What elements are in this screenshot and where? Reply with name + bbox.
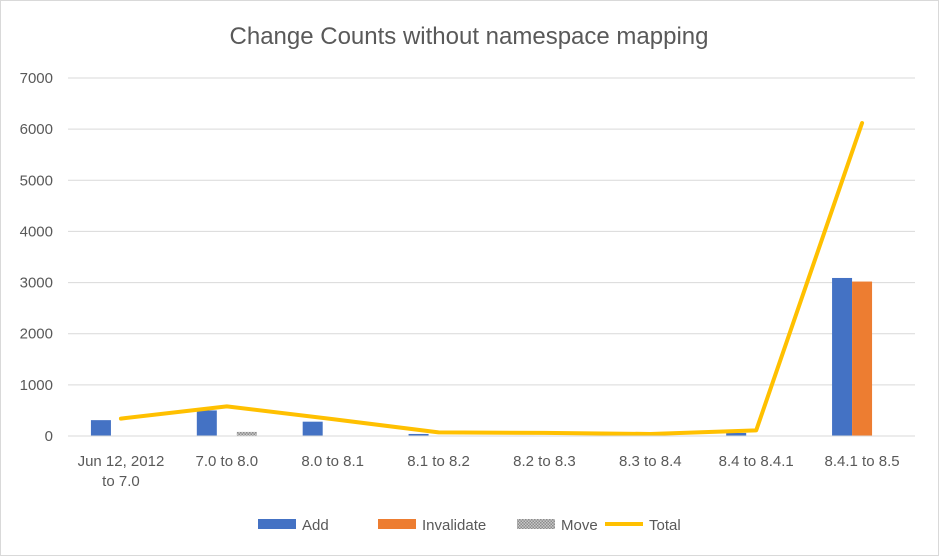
legend-label: Add bbox=[302, 517, 329, 534]
bar-add-3 bbox=[408, 433, 429, 436]
y-tick-label: 5000 bbox=[20, 172, 53, 189]
legend-label: Move bbox=[561, 517, 598, 534]
legend-label: Invalidate bbox=[422, 517, 486, 534]
legend-label: Total bbox=[649, 517, 681, 534]
line-total bbox=[118, 121, 865, 436]
x-tick-label-line: 8.4 to 8.4.1 bbox=[719, 453, 794, 470]
x-tick-label-line: 8.4.1 to 8.5 bbox=[825, 453, 900, 470]
y-tick-label: 0 bbox=[45, 428, 53, 445]
x-tick-label-line: 8.1 to 8.2 bbox=[407, 453, 470, 470]
bar-invalidate-7 bbox=[852, 281, 873, 436]
legend-item-move: Move bbox=[517, 517, 598, 534]
bar-add-7 bbox=[832, 277, 853, 436]
x-tick-label: 8.1 to 8.2 bbox=[407, 453, 470, 470]
y-tick-label: 4000 bbox=[20, 223, 53, 240]
y-tick-label: 3000 bbox=[20, 275, 53, 292]
x-tick-label-line: Jun 12, 2012 bbox=[78, 453, 165, 470]
x-tick-label-line: 8.2 to 8.3 bbox=[513, 453, 576, 470]
bar-add-2 bbox=[302, 421, 323, 436]
x-tick-label-line: to 7.0 bbox=[102, 473, 140, 490]
y-axis: 0 1000 2000 3000 4000 5000 6000 7000 bbox=[20, 70, 53, 445]
legend-item-invalidate: Invalidate bbox=[378, 517, 486, 534]
bar-add-0 bbox=[90, 420, 111, 436]
legend-swatch bbox=[378, 519, 416, 529]
x-tick-label: 8.4 to 8.4.1 bbox=[719, 453, 794, 470]
y-tick-label: 1000 bbox=[20, 377, 53, 394]
x-tick-label: 8.4.1 to 8.5 bbox=[825, 453, 900, 470]
x-tick-label: Jun 12, 2012 to 7.0 bbox=[78, 453, 165, 490]
legend: Add Invalidate Move Total bbox=[258, 517, 681, 534]
bar-add-6 bbox=[726, 432, 747, 436]
bar-move-1 bbox=[236, 431, 257, 436]
gridlines bbox=[68, 77, 915, 437]
legend-item-add: Add bbox=[258, 517, 329, 534]
legend-swatch bbox=[258, 519, 296, 529]
x-tick-label: 8.0 to 8.1 bbox=[301, 453, 364, 470]
y-tick-label: 2000 bbox=[20, 326, 53, 343]
total-line bbox=[118, 121, 865, 436]
bar-add-1 bbox=[196, 410, 217, 436]
x-tick-label-line: 7.0 to 8.0 bbox=[196, 453, 259, 470]
chart-title: Change Counts without namespace mapping bbox=[230, 23, 709, 50]
x-axis: Jun 12, 2012 to 7.0 7.0 to 8.0 8.0 to 8.1 8.… bbox=[68, 435, 915, 490]
legend-swatch bbox=[517, 519, 555, 529]
x-tick-label: 8.2 to 8.3 bbox=[513, 453, 576, 470]
x-tick-label-line: 8.0 to 8.1 bbox=[301, 453, 364, 470]
y-tick-label: 6000 bbox=[20, 121, 53, 138]
y-tick-label: 7000 bbox=[20, 70, 53, 87]
legend-item-total: Total bbox=[605, 517, 681, 534]
bars bbox=[90, 277, 873, 436]
x-tick-label: 7.0 to 8.0 bbox=[196, 453, 259, 470]
x-tick-label-line: 8.3 to 8.4 bbox=[619, 453, 682, 470]
x-tick-label: 8.3 to 8.4 bbox=[619, 453, 682, 470]
